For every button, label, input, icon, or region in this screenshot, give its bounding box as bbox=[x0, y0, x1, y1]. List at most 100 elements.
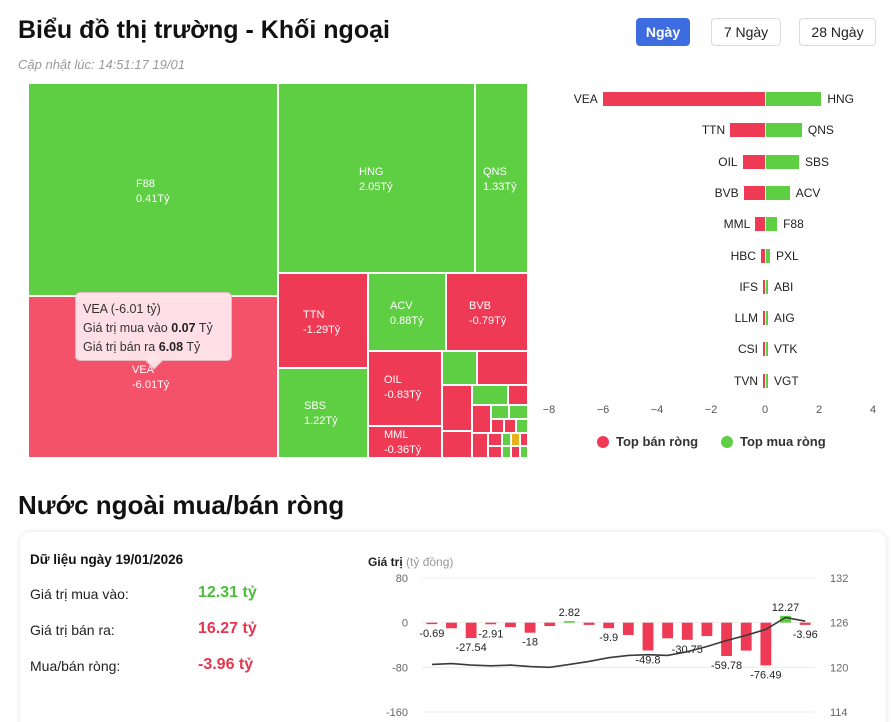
tile-small[interactable] bbox=[442, 385, 472, 431]
tooltip-title: VEA (-6.01 tỷ) bbox=[83, 302, 161, 316]
bar-sell-llm[interactable] bbox=[763, 311, 765, 326]
bar-sell-hbc[interactable] bbox=[760, 248, 765, 263]
bar-buy-pxl[interactable] bbox=[766, 248, 771, 263]
tile-bvb[interactable]: BVB -0.79Tỷ bbox=[446, 273, 528, 351]
bar-buy-label: VTK bbox=[774, 342, 798, 357]
net-bar[interactable] bbox=[446, 622, 457, 629]
tooltip-buy-row: Giá trị mua vào 0.07 Tỷ bbox=[83, 319, 224, 338]
bar-sell-mml[interactable] bbox=[755, 217, 765, 232]
bar-buy-qns[interactable] bbox=[766, 123, 802, 138]
net-bar[interactable] bbox=[681, 622, 693, 640]
range-day-button[interactable]: Ngày bbox=[636, 18, 690, 46]
stat-net-label: Mua/bán ròng: bbox=[30, 658, 121, 674]
net-bar[interactable] bbox=[701, 622, 713, 637]
y2-tick-label: 126 bbox=[830, 618, 848, 630]
tile-small[interactable] bbox=[511, 446, 520, 458]
treemap: F88 0.41Tỷ HNG 2.05Tỷ QNS 1.33Tỷ VEA -6.01Tỷ… bbox=[28, 83, 528, 458]
tile-small[interactable] bbox=[509, 405, 528, 419]
bar-sell-label: CSI bbox=[737, 342, 758, 357]
tile-small[interactable] bbox=[502, 433, 511, 446]
net-chart-title: Giá trị (tỷ đồng) bbox=[368, 555, 453, 569]
net-bar[interactable] bbox=[603, 622, 615, 629]
y-tick-label: -80 bbox=[392, 662, 408, 674]
bar-sell-label: LLM bbox=[734, 311, 758, 326]
net-bar[interactable] bbox=[760, 622, 772, 666]
range-28day-button[interactable]: 28 Ngày bbox=[799, 18, 876, 46]
tile-small[interactable] bbox=[491, 419, 504, 433]
tile-small[interactable] bbox=[504, 419, 516, 433]
net-bar[interactable] bbox=[662, 622, 674, 639]
tile-value: -0.36Tỷ bbox=[384, 444, 422, 456]
net-bar[interactable] bbox=[642, 622, 654, 651]
bar-buy-aig[interactable] bbox=[766, 311, 768, 326]
tile-small[interactable] bbox=[488, 446, 502, 458]
tile-hng[interactable]: HNG 2.05Tỷ bbox=[278, 83, 475, 273]
tile-small[interactable] bbox=[477, 351, 528, 385]
tile-small[interactable] bbox=[472, 405, 491, 433]
net-bar[interactable] bbox=[740, 622, 752, 651]
bar-sell-tvn[interactable] bbox=[763, 373, 765, 388]
net-bar[interactable] bbox=[465, 622, 477, 639]
net-bar[interactable] bbox=[780, 615, 791, 623]
tile-small[interactable] bbox=[508, 385, 528, 405]
net-bar[interactable] bbox=[583, 622, 595, 625]
net-bar[interactable] bbox=[505, 622, 516, 628]
tile-small[interactable] bbox=[442, 431, 472, 458]
net-bar[interactable] bbox=[721, 622, 732, 657]
tile-small[interactable] bbox=[472, 385, 508, 405]
bar-data-label: -18 bbox=[522, 637, 538, 649]
tile-ttn[interactable]: TTN -1.29Tỷ bbox=[278, 273, 368, 368]
bar-sell-ifs[interactable] bbox=[763, 279, 765, 294]
net-bar[interactable] bbox=[426, 622, 438, 625]
tile-oil[interactable]: OIL -0.83Tỷ bbox=[368, 351, 442, 426]
bar-buy-acv[interactable] bbox=[766, 185, 790, 200]
tile-sbs[interactable]: SBS 1.22Tỷ bbox=[278, 368, 368, 458]
tile-f88[interactable]: F88 0.41Tỷ bbox=[28, 83, 278, 296]
bar-buy-vtk[interactable] bbox=[766, 342, 768, 357]
bar-buy-sbs[interactable] bbox=[766, 154, 799, 169]
net-bar[interactable] bbox=[799, 622, 811, 625]
tile-small[interactable] bbox=[511, 433, 520, 446]
bar-buy-hng[interactable] bbox=[766, 92, 822, 106]
bar-buy-f88[interactable] bbox=[766, 217, 778, 232]
tile-acv[interactable]: ACV 0.88Tỷ bbox=[368, 273, 446, 351]
tile-small[interactable] bbox=[502, 446, 511, 458]
top-net-chart: VEA HNG TTN QNS OIL SBS BVB ACV MML F88 HBC PXL IFS A… bbox=[540, 82, 885, 422]
bar-sell-label: IFS bbox=[739, 279, 758, 294]
bar-sell-label: TTN bbox=[701, 123, 726, 138]
bar-data-label: -27.54 bbox=[456, 642, 487, 654]
tile-code: QNS bbox=[483, 166, 507, 178]
tile-code: TTN bbox=[303, 309, 325, 321]
bar-buy-abi[interactable] bbox=[766, 279, 768, 294]
bar-buy-vgt[interactable] bbox=[766, 373, 768, 388]
bar-buy-label: AIG bbox=[774, 311, 795, 326]
tooltip-sell-row: Giá trị bán ra 6.08 Tỷ bbox=[83, 338, 224, 357]
bar-sell-label: TVN bbox=[734, 373, 758, 388]
x-tick-label: −4 bbox=[650, 404, 664, 416]
bar-data-label: -59.78 bbox=[711, 660, 742, 672]
tile-mml[interactable]: MML -0.36Tỷ bbox=[368, 426, 442, 458]
tile-small[interactable] bbox=[520, 433, 528, 446]
net-bar[interactable] bbox=[563, 621, 575, 623]
tile-small[interactable] bbox=[488, 433, 502, 446]
bar-sell-vea[interactable] bbox=[602, 92, 765, 106]
tile-small[interactable] bbox=[520, 446, 528, 458]
bar-sell-ttn[interactable] bbox=[730, 123, 765, 138]
net-bar[interactable] bbox=[544, 622, 556, 627]
tile-qns[interactable]: QNS 1.33Tỷ bbox=[475, 83, 528, 273]
net-bar[interactable] bbox=[485, 622, 497, 625]
bar-sell-bvb[interactable] bbox=[743, 185, 765, 200]
legend-buy[interactable]: Top mua ròng bbox=[721, 434, 826, 449]
tile-small[interactable] bbox=[472, 433, 488, 458]
net-date-label: Dữ liệu ngày 19/01/2026 bbox=[30, 552, 184, 567]
net-bar[interactable] bbox=[622, 622, 634, 635]
legend-sell[interactable]: Top bán ròng bbox=[597, 434, 698, 449]
tile-small[interactable] bbox=[442, 351, 477, 385]
bar-sell-oil[interactable] bbox=[742, 154, 765, 169]
range-7day-button[interactable]: 7 Ngày bbox=[711, 18, 781, 46]
tile-small[interactable] bbox=[491, 405, 509, 419]
tile-small[interactable] bbox=[516, 419, 528, 433]
bar-sell-csi[interactable] bbox=[763, 342, 765, 357]
net-bar[interactable] bbox=[524, 622, 536, 633]
legend-buy-dot bbox=[721, 435, 733, 448]
